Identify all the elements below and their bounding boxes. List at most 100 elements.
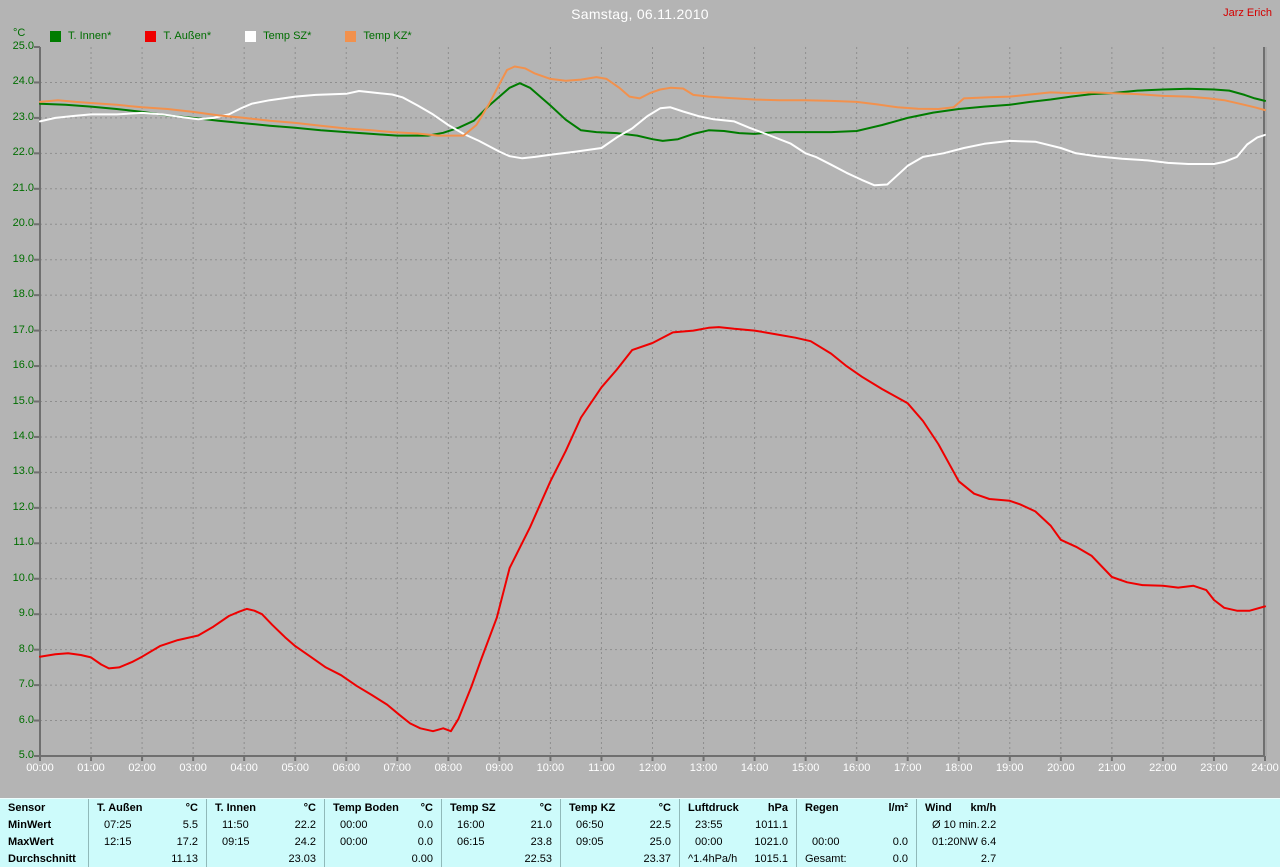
y-tick-label: 21.0 (12, 181, 34, 194)
x-tick-label: 21:00 (1098, 762, 1126, 774)
legend-swatch-icon (245, 30, 257, 42)
avg-cell: ^1.4hPa/h 1015.1 (688, 852, 788, 865)
sensor-stats-table: Sensor MinWert MaxWert Durchschnitt T. Außen… (0, 798, 1280, 867)
series-line-temp-kz- (39, 65, 1266, 137)
chart-legend: T. Innen* T. Außen* Temp SZ* Temp KZ* (50, 30, 412, 42)
sensor-column-t-au-en: T. Außen °C 07:25 5.5 12:15 17.2 11.13 (88, 799, 206, 867)
series-line-t-innen- (39, 82, 1266, 142)
max-cell: 06:15 23.8 (457, 835, 552, 848)
legend-item-t-innen-: T. Innen* (50, 30, 111, 42)
x-tick-label: 01:00 (77, 762, 105, 774)
min-cell: 06:50 22.5 (576, 818, 671, 831)
sensor-column-temp-sz: Temp SZ °C 16:00 21.0 06:15 23.8 22.53 (441, 799, 560, 867)
page-title: Samstag, 06.11.2010 (571, 6, 709, 22)
legend-item-temp-kz-: Temp KZ* (345, 30, 412, 42)
y-tick-label: 15.0 (12, 394, 34, 407)
min-cell: 07:25 5.5 (104, 818, 198, 831)
x-tick-label: 15:00 (791, 762, 820, 774)
header-cell: Temp Boden °C (333, 801, 433, 814)
y-tick-label: 14.0 (12, 429, 34, 442)
legend-swatch-icon (345, 30, 357, 42)
legend-swatch-icon (145, 30, 157, 42)
sensor-column-regen: Regen l/m² 00:00 0.0 Gesamt: 0.0 (796, 799, 916, 867)
legend-item-temp-sz-: Temp SZ* (245, 30, 311, 42)
avg-cell: 11.13 (171, 852, 198, 865)
temperature-chart (34, 46, 1267, 761)
header-cell: T. Innen °C (215, 801, 316, 814)
legend-item-t-au-en-: T. Außen* (145, 30, 211, 42)
row-label-sensor: Sensor (8, 801, 46, 814)
header-cell: Wind km/h (925, 801, 997, 814)
series-line-temp-sz- (39, 90, 1266, 187)
plot-svg (34, 46, 1267, 761)
avg-cell: 23.03 (288, 852, 316, 865)
row-label-minwert: MinWert (8, 818, 52, 831)
y-tick-label: 7.0 (18, 678, 34, 691)
y-tick-label: 16.0 (12, 359, 34, 372)
max-cell: 00:00 1021.0 (695, 835, 788, 848)
x-tick-label: 22:00 (1149, 762, 1177, 774)
y-tick-label: 18.0 (12, 288, 34, 301)
header-cell: Temp KZ °C (569, 801, 671, 814)
min-cell: 00:00 0.0 (340, 818, 433, 831)
x-tick-label: 23:00 (1200, 762, 1228, 774)
sensor-column-t-innen: T. Innen °C 11:50 22.2 09:15 24.2 23.03 (206, 799, 324, 867)
header-cell: Luftdruck hPa (688, 801, 788, 814)
avg-cell: 2.7 (980, 852, 997, 865)
x-tick-label: 07:00 (383, 762, 412, 774)
max-cell: 09:15 24.2 (222, 835, 316, 848)
row-label-durchschnitt: Durchschnitt (8, 852, 76, 865)
y-tick-label: 8.0 (18, 642, 34, 655)
y-tick-label: 19.0 (12, 252, 34, 265)
min-cell: Ø 10 min. 2.2 (932, 818, 997, 831)
x-tick-label: 18:00 (944, 762, 973, 774)
x-tick-label: 08:00 (434, 762, 463, 774)
x-tick-label: 20:00 (1047, 762, 1075, 774)
y-tick-label: 22.0 (12, 146, 34, 159)
x-tick-label: 12:00 (638, 762, 667, 774)
x-tick-label: 02:00 (128, 762, 156, 774)
max-cell: 01:20 NW 6.4 (932, 835, 997, 848)
y-tick-label: 6.0 (18, 713, 34, 726)
legend-swatch-icon (50, 30, 61, 42)
x-tick-label: 00:00 (26, 762, 54, 774)
y-tick-label: 24.0 (12, 75, 34, 88)
y-tick-label: 11.0 (13, 536, 34, 549)
y-tick-label: 17.0 (12, 323, 34, 336)
sensor-column-luftdruck: Luftdruck hPa 23:55 1011.1 00:00 1021.0 ^1.4hP… (679, 799, 796, 867)
x-tick-label: 03:00 (179, 762, 207, 774)
row-label-maxwert: MaxWert (8, 835, 54, 848)
y-tick-label: 10.0 (12, 571, 34, 584)
legend-label: T. Innen* (68, 30, 112, 42)
header-cell: T. Außen °C (97, 801, 198, 814)
sensor-column-temp-kz: Temp KZ °C 06:50 22.5 09:05 25.0 23.37 (560, 799, 679, 867)
min-cell: 16:00 21.0 (457, 818, 552, 831)
y-axis-unit-label: °C (13, 27, 26, 39)
max-cell: 09:05 25.0 (576, 835, 671, 848)
min-cell: 23:55 1011.1 (695, 818, 788, 831)
y-tick-label: 9.0 (18, 607, 34, 620)
x-tick-label: 04:00 (230, 762, 258, 774)
max-cell: 12:15 17.2 (104, 835, 198, 848)
header-cell: Temp SZ °C (450, 801, 552, 814)
avg-cell: 23.37 (643, 852, 671, 865)
x-tick-label: 17:00 (893, 762, 922, 774)
x-tick-label: 24:00 (1251, 762, 1279, 774)
x-tick-label: 06:00 (332, 762, 361, 774)
y-tick-label: 13.0 (12, 465, 34, 478)
legend-label: Temp KZ* (363, 30, 412, 42)
x-tick-label: 14:00 (740, 762, 769, 774)
max-cell: 00:00 0.0 (340, 835, 433, 848)
avg-cell: 22.53 (524, 852, 552, 865)
y-tick-label: 12.0 (12, 500, 34, 513)
sensor-column-temp-boden: Temp Boden °C 00:00 0.0 00:00 0.0 0.00 (324, 799, 441, 867)
min-cell: 11:50 22.2 (222, 818, 316, 831)
table-row-labels-column: Sensor MinWert MaxWert Durchschnitt (0, 799, 88, 867)
sensor-column-wind: Wind km/h Ø 10 min. 2.2 01:20 NW 6.4 2.7 (916, 799, 1004, 867)
y-tick-label: 25.0 (12, 40, 34, 52)
table-filler (1004, 799, 1280, 867)
header-cell: Regen l/m² (805, 801, 908, 814)
x-tick-label: 10:00 (536, 762, 565, 774)
avg-cell: 0.00 (411, 852, 433, 865)
